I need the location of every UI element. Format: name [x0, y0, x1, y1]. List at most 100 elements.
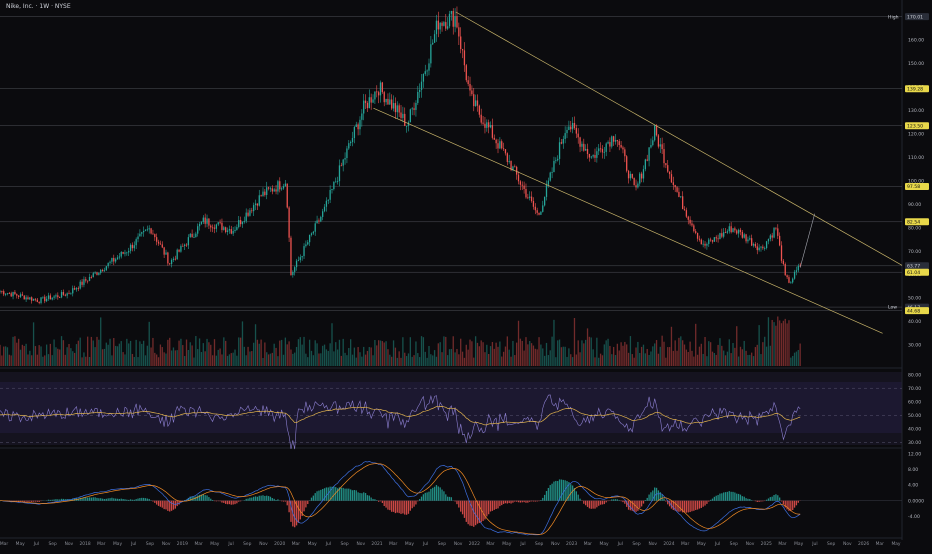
- candle: [236, 227, 237, 230]
- volume-bar: [169, 338, 170, 366]
- volume-bar: [551, 337, 552, 366]
- candle: [249, 210, 250, 215]
- macd-histogram: [0, 479, 801, 527]
- volume-bar: [622, 346, 623, 366]
- volume-bar: [557, 340, 558, 366]
- candle: [663, 149, 664, 163]
- macd-hist-bar: [680, 501, 681, 512]
- time-axis-label: 2026: [858, 541, 869, 547]
- candle: [149, 228, 150, 229]
- volume-bar: [22, 345, 23, 366]
- candle: [531, 197, 532, 201]
- macd-hist-bar: [598, 501, 599, 506]
- candle: [587, 149, 588, 154]
- volume-bar: [376, 345, 377, 366]
- volume-bar: [434, 350, 435, 366]
- candle: [208, 219, 209, 226]
- candle: [152, 234, 153, 235]
- volume-bar: [587, 328, 588, 366]
- volume-bar: [585, 340, 586, 366]
- candle: [600, 148, 601, 149]
- candle: [792, 279, 793, 283]
- volume-bar: [613, 347, 614, 366]
- macd-hist-bar: [557, 481, 558, 501]
- volume-bar: [165, 354, 166, 366]
- candle: [630, 174, 631, 178]
- macd-hist-bar: [773, 495, 774, 501]
- candle: [788, 277, 789, 283]
- candle: [773, 228, 774, 238]
- volume-bar: [453, 336, 454, 366]
- time-axis-label: Sep: [146, 541, 154, 547]
- time-axis-label: Nov: [357, 541, 366, 547]
- candle: [434, 34, 435, 43]
- volume-bar: [18, 339, 19, 366]
- candle: [540, 212, 541, 215]
- macd-hist-bar: [468, 501, 469, 524]
- volume-bar: [359, 352, 360, 366]
- volume-bar: [738, 357, 739, 366]
- candle: [163, 247, 164, 254]
- price-tag-value: 44.68: [907, 308, 920, 314]
- candle: [615, 140, 616, 142]
- volume-bar: [234, 350, 235, 366]
- macd-hist-bar: [466, 501, 467, 522]
- price-tick-label: 130.00: [908, 108, 924, 114]
- volume-bar: [331, 323, 332, 366]
- candle: [98, 273, 99, 275]
- macd-hist-bar: [315, 493, 316, 501]
- macd-hist-bar: [341, 488, 342, 501]
- macd-hist-bar: [350, 489, 351, 500]
- macd-hist-bar: [384, 501, 385, 506]
- macd-hist-bar: [723, 492, 724, 500]
- candle: [14, 292, 15, 294]
- volume-bar: [758, 325, 759, 366]
- macd-hist-bar: [219, 501, 220, 502]
- candle: [486, 122, 487, 128]
- candle: [445, 22, 446, 29]
- macd-hist-bar: [357, 492, 358, 500]
- volume-bar: [380, 340, 381, 366]
- macd-hist-bar: [792, 501, 793, 510]
- candle: [617, 140, 618, 141]
- price-tick-label: 120.00: [908, 132, 924, 138]
- candle: [240, 220, 241, 224]
- macd-hist-bar: [529, 501, 530, 502]
- volume-bar: [212, 355, 213, 366]
- volume-bar: [574, 318, 575, 366]
- candle: [742, 232, 743, 238]
- time-axis-label: May: [794, 541, 803, 547]
- candle: [419, 90, 420, 92]
- macd-hist-bar: [359, 493, 360, 501]
- macd-hist-bar: [91, 498, 92, 501]
- macd-hist-bar: [165, 501, 166, 510]
- candle: [177, 250, 178, 260]
- volume-bar: [637, 342, 638, 366]
- candle: [66, 293, 67, 295]
- volume-bar: [518, 321, 519, 366]
- volume-bar: [650, 351, 651, 366]
- candle: [132, 245, 133, 248]
- candle: [417, 92, 418, 103]
- volume-bar: [83, 352, 84, 366]
- price-tag-caption: Low: [888, 305, 897, 311]
- volume-bar: [606, 340, 607, 366]
- volume-bar: [790, 358, 791, 366]
- candle: [223, 227, 224, 230]
- volume-bar: [188, 350, 189, 366]
- candle: [191, 234, 192, 237]
- time-axis-label: Sep: [340, 541, 348, 547]
- volume-bar: [195, 336, 196, 366]
- volume-bar: [426, 358, 427, 366]
- price-tag-value: 82.54: [907, 219, 920, 225]
- volume-bar: [777, 317, 778, 366]
- time-axis-label: May: [308, 541, 317, 547]
- volume-bar: [661, 336, 662, 366]
- macd-hist-bar: [145, 498, 146, 501]
- macd-hist-bar: [617, 499, 618, 500]
- volume-bar: [568, 348, 569, 366]
- volume-bar: [20, 350, 21, 366]
- volume-bar: [652, 346, 653, 366]
- candle: [387, 99, 388, 105]
